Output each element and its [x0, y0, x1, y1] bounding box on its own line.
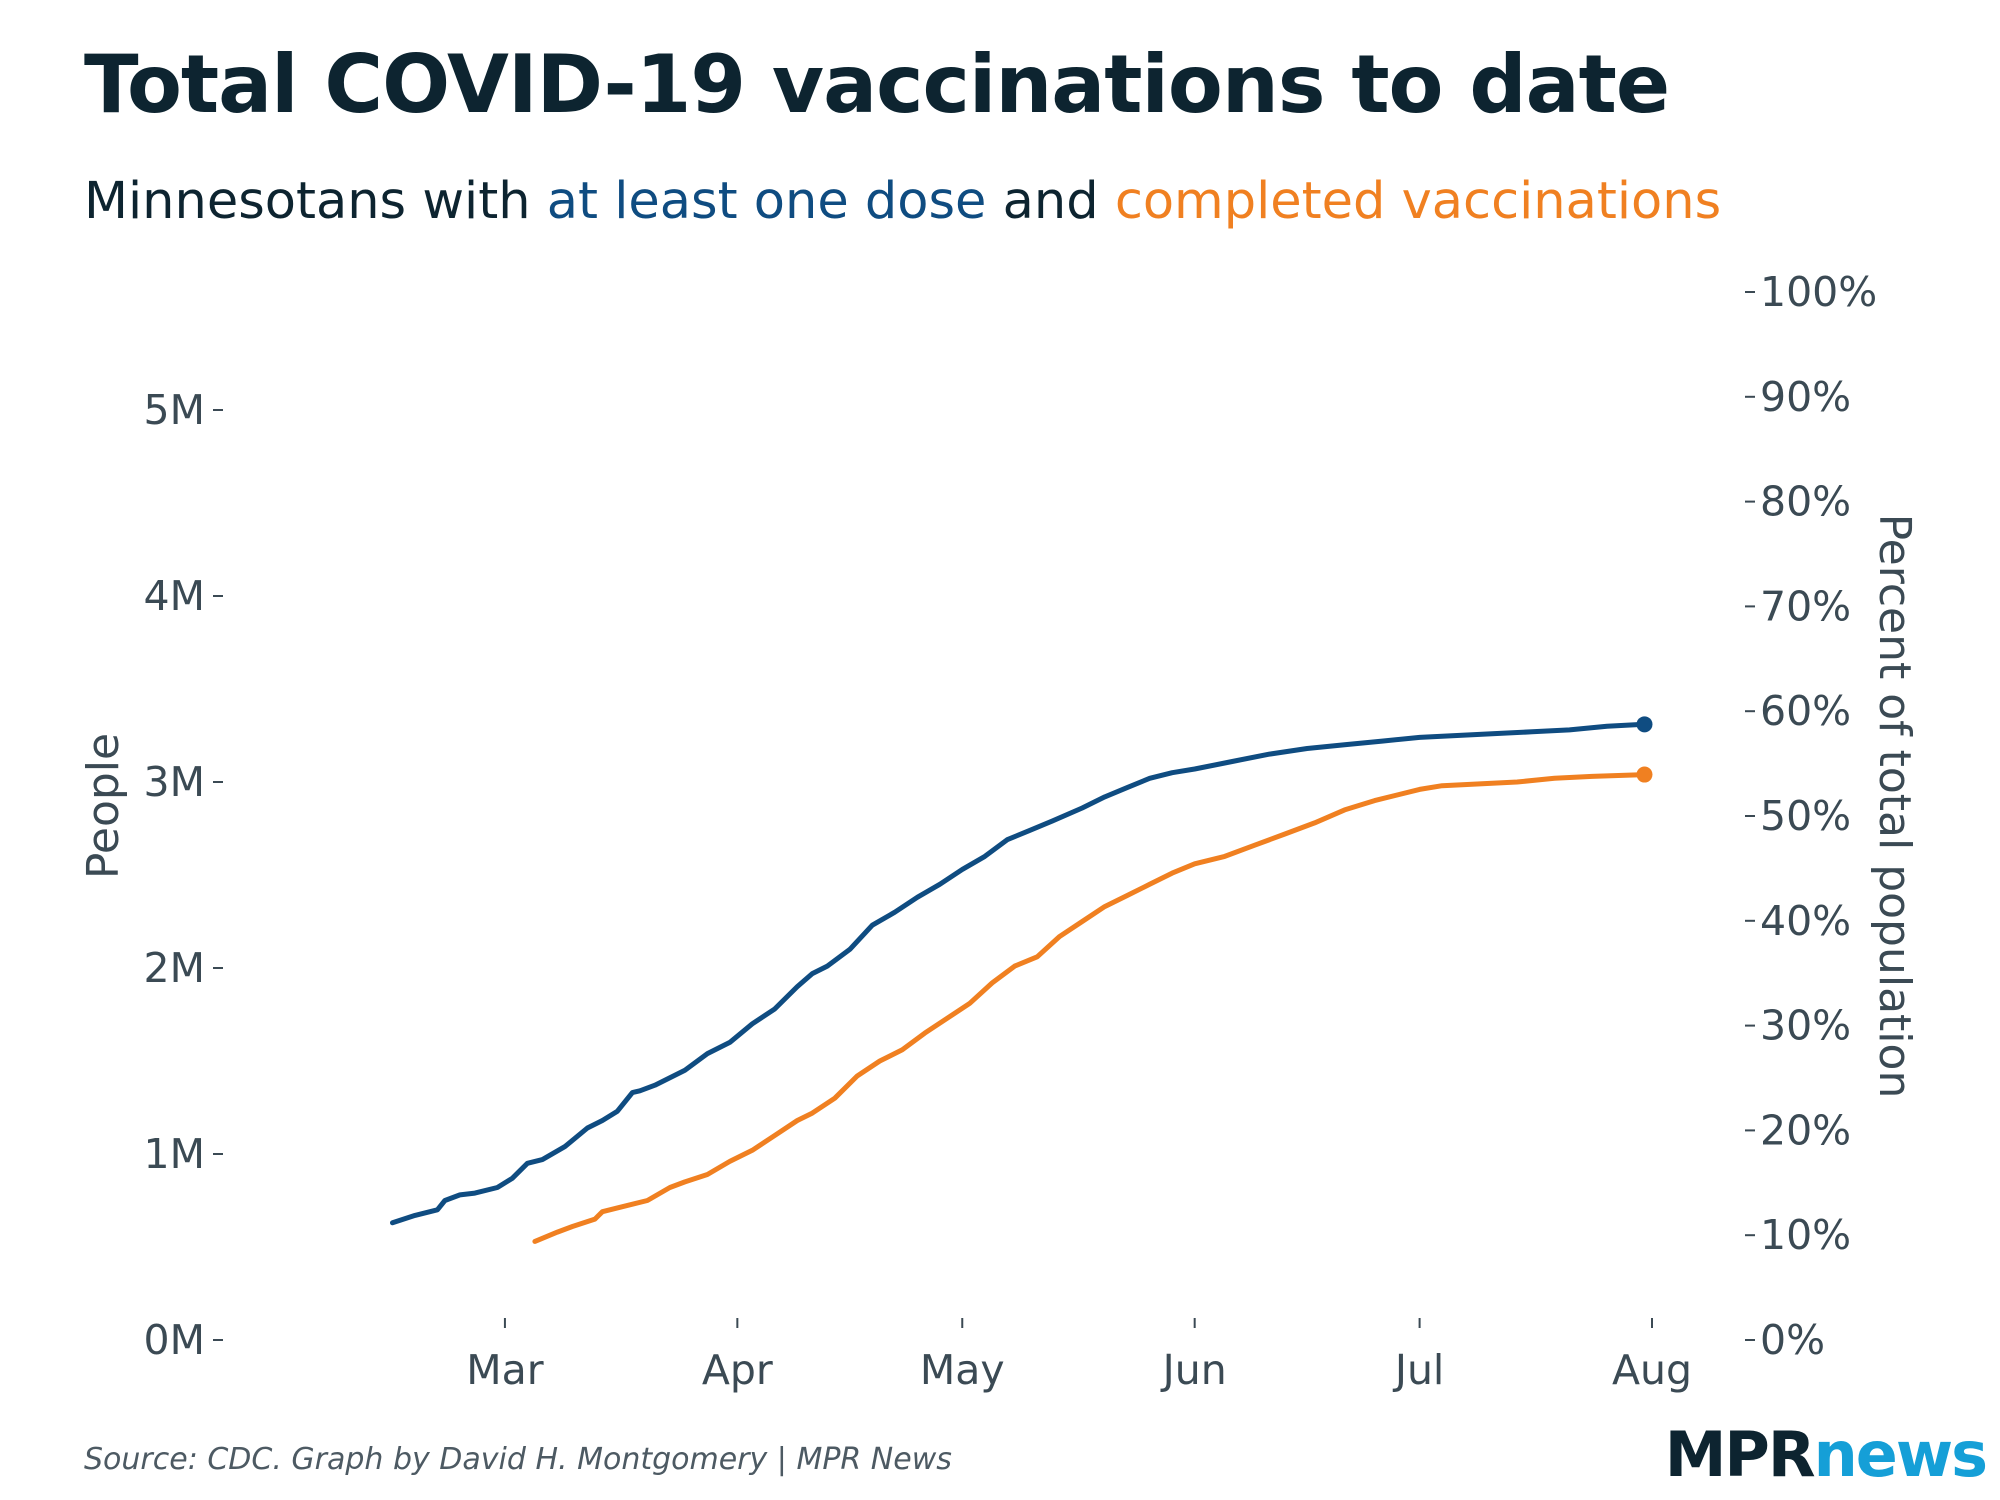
y2-tick-label: 40% — [1760, 897, 1851, 945]
x-tick-label: Jun — [1160, 1346, 1227, 1394]
y2-axis-title: Percent of total population — [1869, 514, 1920, 1099]
x-tick-label: May — [920, 1346, 1005, 1394]
y-tick-label: 3M — [144, 758, 205, 806]
y2-tick-label: 90% — [1760, 373, 1851, 421]
mpr-news-logo: MPRnews — [1664, 1418, 1988, 1491]
y2-tick-label: 70% — [1760, 582, 1851, 630]
y-tick-label: 1M — [144, 1130, 205, 1178]
subtitle-legend-first-dose: at least one dose — [546, 172, 987, 231]
x-tick-label: Apr — [702, 1346, 773, 1394]
source-note: Source: CDC. Graph by David H. Montgomer… — [84, 1442, 952, 1477]
series-line-completed — [532, 772, 1647, 1244]
y2-tick-label: 0% — [1760, 1316, 1825, 1364]
y2-tick-label: 60% — [1760, 687, 1851, 735]
logo-mpr: MPR — [1664, 1418, 1816, 1491]
chart-subtitle: Minnesotans with at least one dose and c… — [84, 172, 1721, 231]
subtitle-mid: and — [986, 172, 1115, 231]
y-axis-title: People — [78, 733, 129, 879]
series-end-point-completed — [1636, 766, 1653, 783]
subtitle-prefix: Minnesotans with — [84, 172, 547, 231]
y2-tick-label: 30% — [1760, 1002, 1851, 1050]
y2-tick-label: 20% — [1760, 1106, 1851, 1154]
y-tick-label: 0M — [144, 1316, 205, 1364]
series-group — [390, 716, 1653, 1244]
x-tick-label: Jul — [1392, 1346, 1444, 1394]
x-tick-label: Mar — [466, 1346, 543, 1394]
y-axis-right: 0% 10% 20% 30% 40% 50% 60% 70% 80% 90% 100% — [1745, 268, 1877, 1364]
y-axis-left: 0M 1M 2M 3M 4M 5M — [144, 386, 223, 1364]
logo-news: news — [1813, 1418, 1988, 1491]
chart-title: Total COVID-19 vaccinations to date — [84, 38, 1670, 131]
subtitle-legend-completed: completed vaccinations — [1114, 172, 1722, 231]
y-tick-label: 5M — [144, 386, 205, 434]
y2-tick-label: 50% — [1760, 792, 1851, 840]
y2-tick-label: 10% — [1760, 1211, 1851, 1259]
x-axis: Mar Apr May Jun Jul Aug — [466, 1318, 1692, 1394]
series-line-first-dose — [390, 721, 1647, 1226]
y2-tick-label: 80% — [1760, 478, 1851, 526]
series-end-point-first-dose — [1636, 716, 1653, 733]
y-tick-label: 2M — [144, 944, 205, 992]
y-tick-label: 4M — [144, 572, 205, 620]
x-tick-label: Aug — [1612, 1346, 1692, 1394]
y2-tick-label: 100% — [1760, 268, 1877, 316]
